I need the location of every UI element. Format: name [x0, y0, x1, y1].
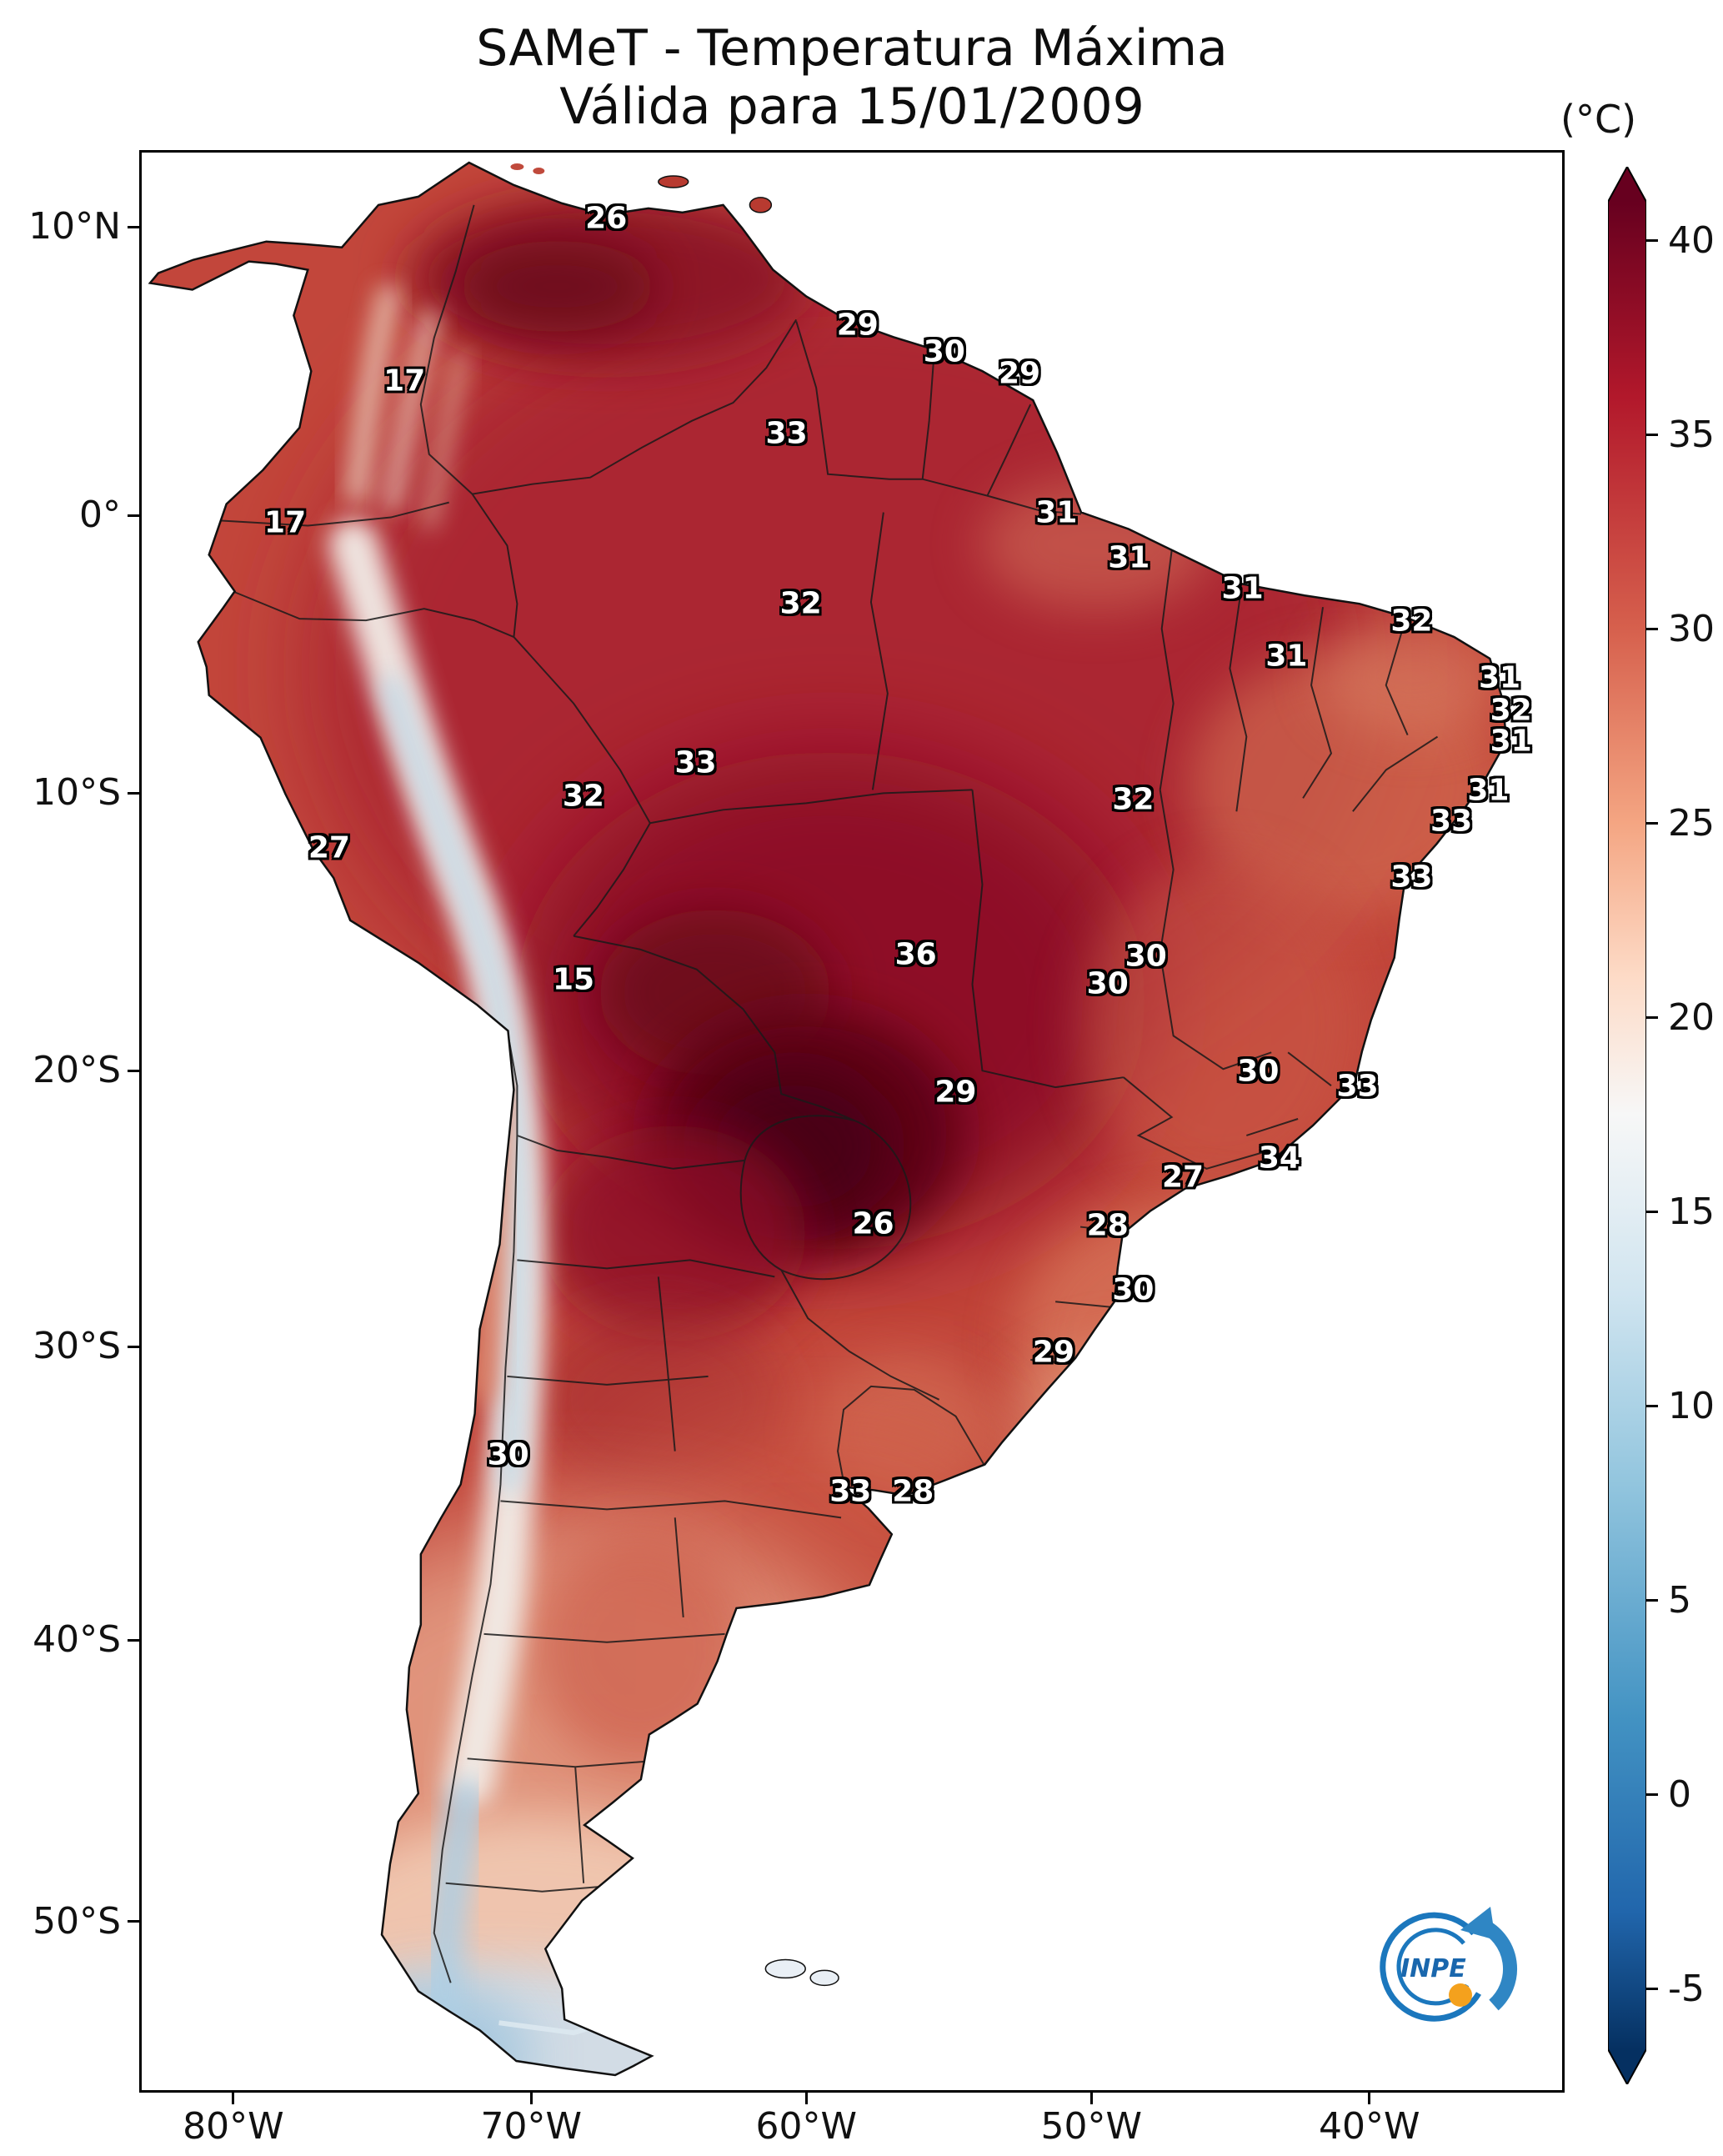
colorbar-tick-mark [1646, 628, 1658, 631]
inpe-logo-orange-dot [1449, 1983, 1472, 2007]
colorbar-tick-label: 10 [1668, 1384, 1715, 1427]
colorbar-tick-mark [1646, 1988, 1658, 1991]
islands [510, 163, 839, 1987]
colorbar-tick-label: 35 [1668, 413, 1715, 456]
colorbar-tick-label: 25 [1668, 801, 1715, 845]
south-america-map [148, 161, 1508, 2077]
lat-tick-label: 10°S [33, 771, 121, 815]
colorbar-unit-label: (°C) [1560, 97, 1637, 142]
tick-mark [1089, 2093, 1093, 2104]
inpe-logo: INPE [1367, 1895, 1534, 2062]
colorbar-tick-label: 30 [1668, 607, 1715, 650]
colorbar-tick-label: 5 [1668, 1578, 1691, 1622]
coastline [148, 161, 1508, 2077]
colorbar-tick-label: 15 [1668, 1190, 1715, 1233]
lon-tick-label: 70°W [480, 2105, 583, 2148]
map-plot-area: 26 29 30 29 17 33 17 31 31 32 31 32 31 31 32 31 33 32 32 31… [139, 150, 1565, 2093]
tick-mark [232, 2093, 235, 2104]
tick-mark [804, 2093, 808, 2104]
lon-tick-label: 60°W [755, 2105, 858, 2148]
colorbar-tick-mark [1646, 1016, 1658, 1020]
lat-tick-label: 0° [79, 494, 121, 537]
lat-tick-label: 40°S [33, 1618, 121, 1662]
colorbar-tick-mark [1646, 1405, 1658, 1408]
tick-mark [1368, 2093, 1371, 2104]
tick-mark [128, 225, 139, 228]
lon-tick-label: 80°W [183, 2105, 284, 2148]
colorbar-tick-label: -5 [1668, 1967, 1705, 2010]
colorbar-tick-mark [1646, 822, 1658, 825]
lat-tick-label: 30°S [33, 1325, 121, 1368]
colorbar-tick-mark [1646, 239, 1658, 243]
colorbar-tick-mark [1646, 1599, 1658, 1602]
tick-mark [128, 1638, 139, 1642]
tick-mark [128, 1345, 139, 1348]
country-borders [221, 204, 1439, 1983]
chart-title-block: SAMeT - Temperatura Máxima Válida para 1… [139, 19, 1565, 136]
tick-mark [128, 1920, 139, 1923]
colorbar-tick-mark [1646, 1211, 1658, 1214]
chart-subtitle: Válida para 15/01/2009 [559, 77, 1144, 136]
colorbar-tick-mark [1646, 434, 1658, 437]
tick-mark [529, 2093, 533, 2104]
inpe-logo-graphic: INPE [1380, 1907, 1518, 2022]
tick-mark [128, 791, 139, 795]
chart-title: SAMeT - Temperatura Máxima [476, 19, 1228, 78]
colorbar-tick-label: 20 [1668, 995, 1715, 1039]
tick-mark [128, 514, 139, 517]
tick-mark [128, 1069, 139, 1072]
colorbar-tick-label: 40 [1668, 218, 1715, 262]
inpe-logo-text: INPE [1400, 1954, 1466, 1983]
colorbar-tick-mark [1646, 1793, 1658, 1797]
lon-tick-label: 50°W [1040, 2105, 1143, 2148]
colorbar-gradient [1608, 167, 1646, 2084]
colorbar-tick-label: 0 [1668, 1772, 1691, 1816]
lat-tick-label: 10°N [28, 205, 121, 248]
lat-tick-label: 50°S [33, 1899, 121, 1943]
lon-tick-label: 40°W [1318, 2105, 1420, 2148]
temperature-field [149, 163, 1507, 2075]
lat-tick-label: 20°S [33, 1049, 121, 1092]
